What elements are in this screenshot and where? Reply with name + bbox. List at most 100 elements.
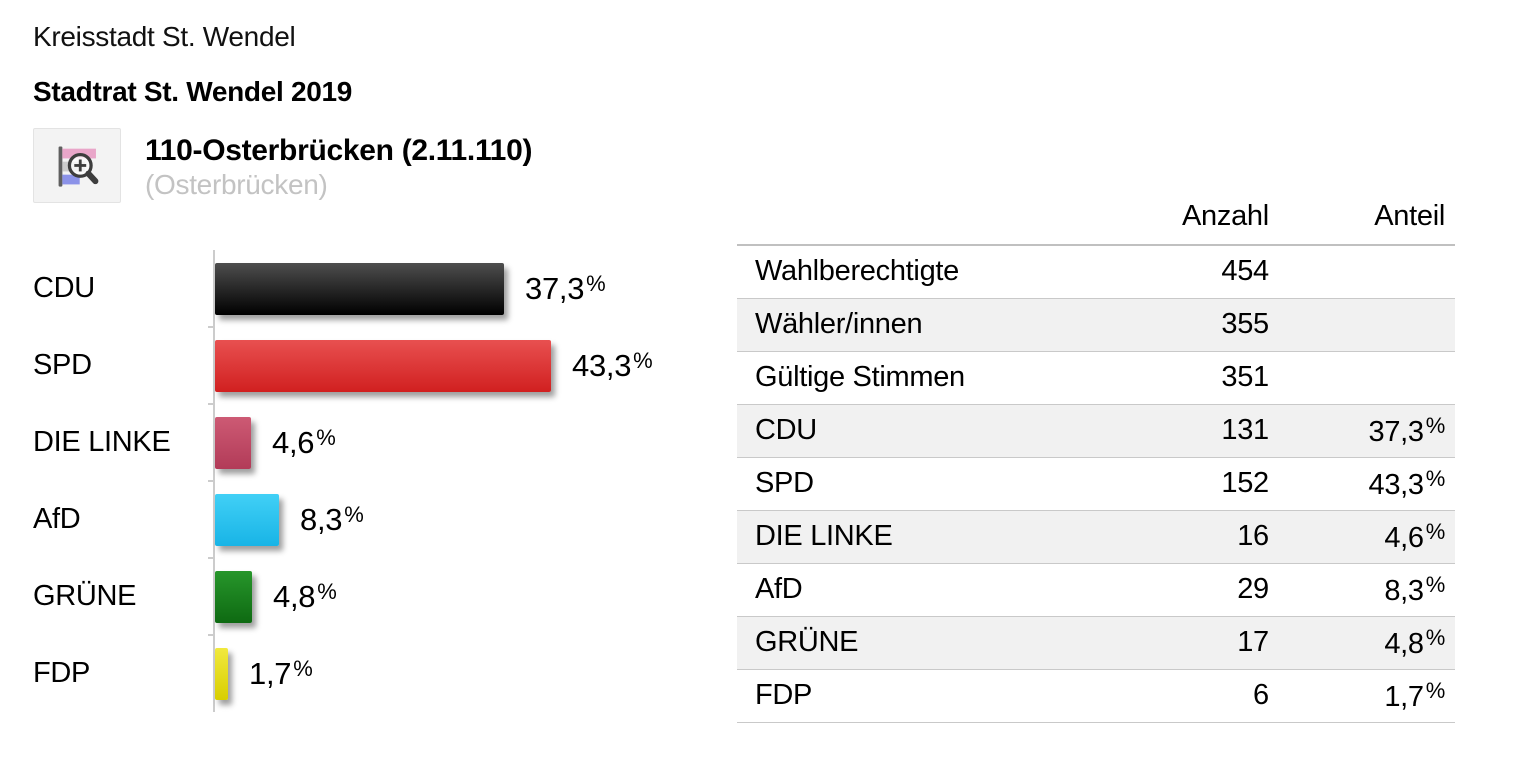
table-row: CDU 131 37,3% (737, 404, 1455, 458)
table-cell-label: AfD (737, 563, 1182, 617)
table-anteil-number: 4,8 (1384, 627, 1424, 660)
table-cell-anteil (1268, 351, 1455, 405)
chart-bar (215, 416, 251, 469)
chart-value-number: 43,3 (572, 347, 632, 383)
chart-category-label: CDU (33, 272, 95, 304)
district-header: 110-Osterbrücken (2.11.110) (Osterbrücke… (33, 128, 532, 203)
chart-bar-track: 1,7% (208, 634, 723, 712)
percent-sign: % (1425, 624, 1446, 650)
results-bar-chart: CDU 37,3% SPD 43,3% DIE LINKE 4,6% AfD 8… (33, 250, 723, 712)
percent-sign: % (633, 347, 653, 373)
chart-row: CDU 37,3% (33, 250, 723, 327)
chart-category-label: DIE LINKE (33, 426, 171, 458)
percent-sign: % (1425, 571, 1446, 597)
table-cell-label: SPD (737, 457, 1182, 511)
chart-bar-track: 8,3% (208, 480, 723, 558)
district-title: 110-Osterbrücken (2.11.110) (145, 134, 533, 167)
chart-row: FDP 1,7% (33, 634, 723, 712)
chart-category-label: FDP (33, 657, 91, 689)
percent-sign: % (1425, 412, 1446, 438)
table-row: GRÜNE 17 4,8% (737, 616, 1455, 670)
chart-bar-value: 1,7% (249, 655, 313, 692)
district-subtitle: (Osterbrücken) (145, 169, 328, 200)
chart-bar-value: 37,3% (525, 270, 606, 307)
chart-row: GRÜNE 4,8% (33, 557, 723, 635)
table-header-anzahl: Anzahl (1182, 200, 1269, 246)
table-cell-label: Gültige Stimmen (737, 351, 1182, 405)
chart-bar-value: 8,3% (300, 501, 364, 538)
table-cell-anzahl: 351 (1182, 351, 1269, 405)
table-cell-anzahl: 131 (1182, 404, 1269, 458)
chart-bar (215, 493, 279, 546)
chart-row: DIE LINKE 4,6% (33, 403, 723, 481)
table-row: Gültige Stimmen 351 (737, 351, 1455, 405)
election-title: Stadtrat St. Wendel 2019 (33, 76, 353, 107)
chart-bar-value: 4,6% (272, 424, 336, 461)
chart-value-number: 37,3 (525, 270, 585, 306)
page-titles: Kreisstadt St. Wendel Stadtrat St. Wende… (33, 20, 352, 109)
percent-sign: % (316, 424, 336, 450)
table-cell-anteil (1268, 298, 1455, 352)
table-cell-anteil: 4,8% (1268, 616, 1455, 670)
table-cell-label: CDU (737, 404, 1182, 458)
chart-bar-track: 37,3% (213, 250, 723, 327)
table-cell-anteil (1268, 245, 1455, 299)
percent-sign: % (317, 578, 337, 604)
chart-zoom-button[interactable] (33, 128, 121, 203)
table-row: AfD 29 8,3% (737, 563, 1455, 617)
percent-sign: % (1425, 677, 1446, 703)
percent-sign: % (344, 501, 364, 527)
table-header-row: Anzahl Anteil (737, 200, 1455, 246)
table-row: FDP 6 1,7% (737, 669, 1455, 723)
percent-sign: % (1425, 465, 1446, 491)
table-cell-anteil: 8,3% (1268, 563, 1455, 617)
chart-bar (215, 570, 252, 623)
table-cell-label: Wähler/innen (737, 298, 1182, 352)
table-cell-anteil: 4,6% (1268, 510, 1455, 564)
chart-zoom-icon (58, 146, 99, 187)
chart-category-label: GRÜNE (33, 580, 137, 612)
table-anteil-number: 43,3 (1368, 468, 1424, 501)
table-row: Wahlberechtigte 454 (737, 245, 1455, 299)
chart-rows: CDU 37,3% SPD 43,3% DIE LINKE 4,6% AfD 8… (33, 250, 723, 712)
chart-category-label: AfD (33, 503, 81, 535)
table-row: Wähler/innen 355 (737, 298, 1455, 352)
chart-bar-track: 4,8% (208, 557, 723, 635)
table-anteil-number: 1,7 (1384, 680, 1424, 713)
table-cell-anteil: 37,3% (1268, 404, 1455, 458)
table-cell-anzahl: 6 (1182, 669, 1269, 723)
chart-bar-value: 43,3% (572, 347, 653, 384)
chart-row: SPD 43,3% (33, 326, 723, 404)
chart-bar-track: 4,6% (208, 403, 723, 481)
results-table: Anzahl Anteil Wahlberechtigte 454 Wähler… (737, 200, 1455, 723)
table-cell-anteil: 43,3% (1268, 457, 1455, 511)
table-cell-anzahl: 17 (1182, 616, 1269, 670)
table-cell-anzahl: 454 (1182, 245, 1269, 299)
table-cell-anzahl: 16 (1182, 510, 1269, 564)
table-header-label (737, 200, 1182, 246)
table-cell-anzahl: 152 (1182, 457, 1269, 511)
percent-sign: % (1425, 518, 1446, 544)
chart-bar-track: 43,3% (208, 326, 723, 404)
table-cell-label: FDP (737, 669, 1182, 723)
table-cell-anteil: 1,7% (1268, 669, 1455, 723)
chart-value-number: 8,3 (300, 501, 343, 537)
region-title: Kreisstadt St. Wendel (33, 21, 296, 52)
percent-sign: % (293, 655, 313, 681)
table-anteil-number: 8,3 (1384, 574, 1424, 607)
chart-bar (215, 339, 551, 392)
chart-value-number: 1,7 (249, 655, 292, 691)
table-cell-label: DIE LINKE (737, 510, 1182, 564)
table-cell-label: Wahlberechtigte (737, 245, 1182, 299)
district-text: 110-Osterbrücken (2.11.110) (Osterbrücke… (145, 128, 532, 201)
chart-category-label: SPD (33, 349, 92, 381)
chart-value-number: 4,6 (272, 424, 315, 460)
chart-value-number: 4,8 (273, 578, 316, 614)
table-anteil-number: 37,3 (1368, 415, 1424, 448)
table-row: DIE LINKE 16 4,6% (737, 510, 1455, 564)
percent-sign: % (586, 270, 606, 296)
table-row: SPD 152 43,3% (737, 457, 1455, 511)
table-cell-label: GRÜNE (737, 616, 1182, 670)
chart-bar (215, 647, 228, 700)
